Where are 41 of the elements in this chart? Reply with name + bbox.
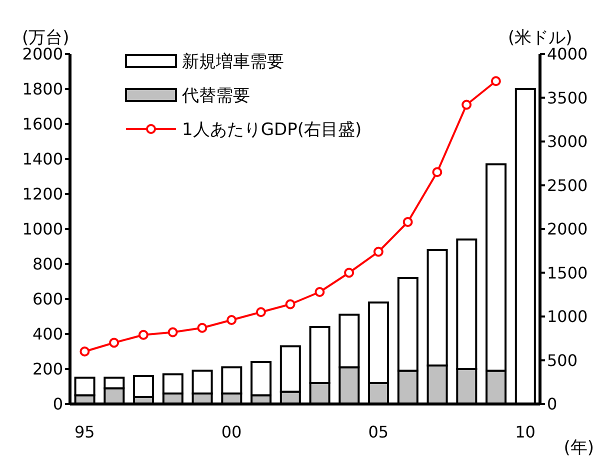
y-tick-label: 1400 [22, 150, 63, 169]
point [432, 167, 442, 178]
x-tick-label: 00 [221, 422, 242, 442]
point [490, 76, 501, 86]
y-tick-label: 0 [52, 394, 63, 414]
y-tick-label: 1200 [22, 184, 63, 204]
point [402, 217, 413, 227]
x-tick-label: 05 [368, 422, 389, 442]
point [314, 287, 325, 297]
y2-tick-label: 3000 [547, 132, 588, 152]
legend-label: 代替需要 [182, 84, 250, 106]
y2-tick-label: 1000 [547, 307, 588, 326]
point [109, 338, 120, 348]
y2-tick-label: 0 [547, 394, 558, 414]
point [226, 315, 237, 325]
y2-tick-label: 3500 [547, 88, 588, 108]
x-tick-label: 10 [515, 422, 536, 442]
y2-tick-label: 2500 [547, 176, 588, 195]
y2-tick-label: 2000 [547, 220, 588, 239]
y-tick-label: 400 [32, 324, 63, 344]
point [462, 100, 472, 110]
y-tick-label: 1600 [22, 114, 63, 134]
point [285, 299, 296, 310]
point [168, 327, 178, 338]
y2-tick-label: 500 [547, 350, 578, 370]
x-axis-title: (年) [564, 437, 594, 459]
legend-label: 1人あたりGDP(右目盛) [182, 118, 362, 140]
y-tick-label: 1000 [22, 220, 63, 239]
y-tick-label: 1800 [22, 80, 63, 99]
point [80, 346, 90, 356]
y-tick-label: 800 [32, 254, 63, 274]
x-tick-label: 95 [74, 422, 95, 442]
point [373, 246, 384, 257]
y-tick-label: 600 [32, 290, 63, 309]
y2-tick-label: 1500 [547, 263, 588, 282]
y-tick-label: 200 [32, 360, 63, 379]
point [344, 268, 354, 278]
point [197, 322, 208, 333]
point [138, 330, 148, 340]
point [256, 307, 266, 318]
legend-label: 新規増車需要 [182, 50, 284, 72]
